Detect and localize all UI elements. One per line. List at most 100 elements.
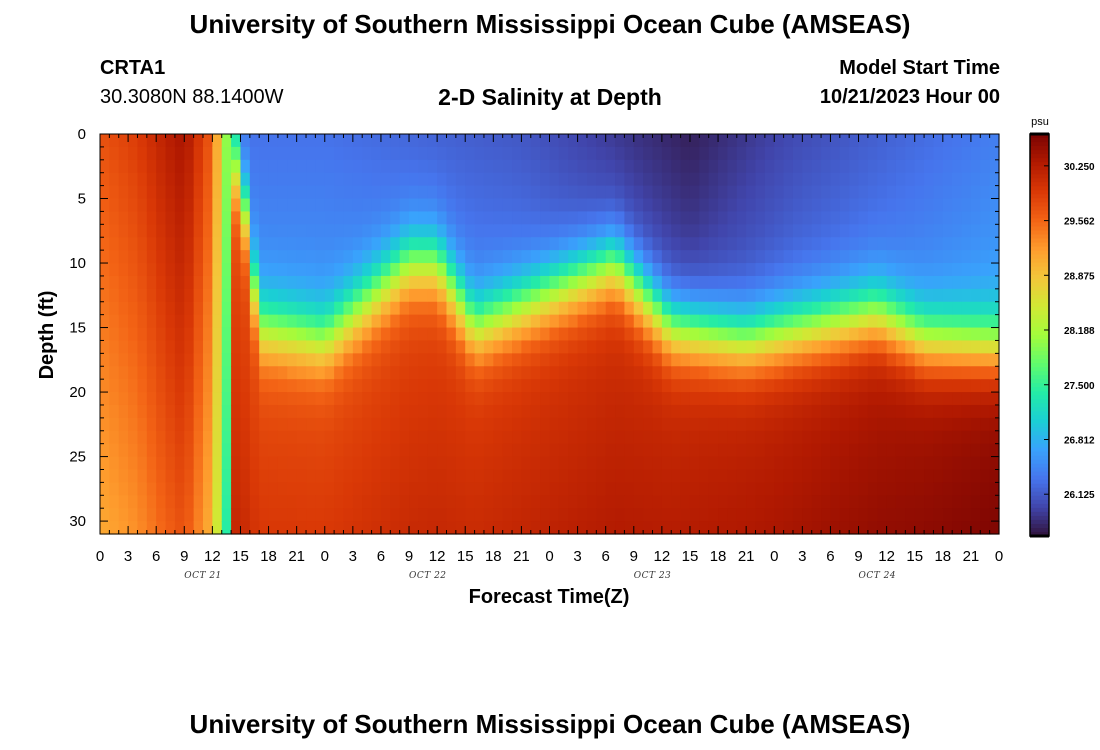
heatmap-cell <box>306 211 316 225</box>
heatmap-cell <box>156 379 167 393</box>
heatmap-cell <box>174 521 185 535</box>
heatmap-cell <box>287 301 298 316</box>
heatmap-cell <box>624 237 635 251</box>
heatmap-cell <box>184 275 195 290</box>
heatmap-cell <box>118 456 129 471</box>
heatmap-cell <box>502 340 513 354</box>
heatmap-cell <box>193 275 204 290</box>
heatmap-cell <box>727 379 738 393</box>
heatmap-cell <box>839 263 850 277</box>
heatmap-cell <box>774 288 785 303</box>
heatmap-cell <box>755 198 766 213</box>
heatmap-cell <box>821 392 832 406</box>
heatmap-cell <box>746 250 757 264</box>
heatmap-cell <box>924 275 935 290</box>
heatmap-cell <box>886 237 897 251</box>
heatmap-cell <box>118 288 129 303</box>
heatmap-cell <box>128 250 139 264</box>
heatmap-cell <box>970 482 981 496</box>
heatmap-cell <box>783 379 794 393</box>
heatmap-cell <box>390 353 401 367</box>
heatmap-cell <box>830 172 841 187</box>
heatmap-cell <box>409 495 419 509</box>
heatmap-cell <box>306 172 316 187</box>
colorbar-label: 26.125 <box>1064 490 1095 501</box>
heatmap-cell <box>455 443 466 458</box>
heatmap-cell <box>512 288 522 303</box>
heatmap-cell <box>231 301 242 316</box>
heatmap-cell <box>624 379 635 393</box>
heatmap-cell <box>549 340 560 354</box>
heatmap-cell <box>652 417 663 432</box>
heatmap-cell <box>877 366 888 380</box>
heatmap-cell <box>577 430 588 445</box>
heatmap-cell <box>483 508 494 522</box>
heatmap-cell <box>764 366 775 380</box>
heatmap-cell <box>231 288 242 303</box>
heatmap-cell <box>100 508 110 522</box>
heatmap-cell <box>924 263 935 277</box>
heatmap-cell <box>203 134 213 148</box>
heatmap-cell <box>277 340 288 354</box>
heatmap-cell <box>895 327 906 342</box>
heatmap-cell <box>418 443 429 458</box>
heatmap-cell <box>849 237 860 251</box>
colorbar-segment <box>1030 134 1049 139</box>
heatmap-cell <box>249 327 260 342</box>
heatmap-cell <box>100 340 110 354</box>
heatmap-cell <box>193 404 204 419</box>
heatmap-cell <box>736 301 747 316</box>
heatmap-cell <box>100 172 110 187</box>
heatmap-cell <box>540 134 551 148</box>
heatmap-cell <box>240 211 251 225</box>
heatmap-cell <box>390 172 401 187</box>
heatmap-cell <box>605 353 616 367</box>
heatmap-cell <box>727 417 738 432</box>
heatmap-cell <box>895 146 906 161</box>
heatmap-cell <box>839 404 850 419</box>
model-start-label: Model Start Time <box>839 57 1000 79</box>
heatmap-cell <box>708 456 719 471</box>
heatmap-cell <box>727 521 738 535</box>
heatmap-cell <box>783 327 794 342</box>
heatmap-cell <box>952 392 963 406</box>
heatmap-cell <box>736 482 747 496</box>
heatmap-cell <box>671 508 682 522</box>
heatmap-cell <box>100 211 110 225</box>
heatmap-cell <box>371 288 382 303</box>
heatmap-cell <box>296 275 307 290</box>
heatmap-cell <box>849 211 860 225</box>
heatmap-cell <box>727 288 738 303</box>
heatmap-cell <box>549 134 560 148</box>
heatmap-cell <box>184 185 195 200</box>
heatmap-cell <box>137 301 148 316</box>
heatmap-cell <box>352 417 363 432</box>
heatmap-cell <box>502 224 513 238</box>
heatmap-cell <box>624 159 635 174</box>
heatmap-cell <box>146 508 157 522</box>
colorbar-segment <box>1030 391 1049 396</box>
heatmap-cell <box>296 224 307 238</box>
heatmap-cell <box>558 134 569 148</box>
heatmap-cell <box>380 185 391 200</box>
heatmap-cell <box>970 469 981 483</box>
heatmap-cell <box>128 237 139 251</box>
heatmap-cell <box>746 146 757 161</box>
heatmap-cell <box>399 417 410 432</box>
heatmap-cell <box>980 159 991 174</box>
heatmap-cell <box>268 456 279 471</box>
heatmap-cell <box>315 443 326 458</box>
heatmap-cell <box>371 263 382 277</box>
heatmap-cell <box>746 482 757 496</box>
heatmap-cell <box>118 314 129 329</box>
heatmap-cell <box>128 404 139 419</box>
heatmap-cell <box>970 237 981 251</box>
heatmap-cell <box>596 430 607 445</box>
y-tick-label: 10 <box>69 255 86 272</box>
heatmap-cell <box>306 185 316 200</box>
heatmap-cell <box>193 198 204 213</box>
heatmap-cell <box>465 237 476 251</box>
heatmap-cell <box>109 327 120 342</box>
heatmap-cell <box>699 185 710 200</box>
heatmap-cell <box>727 314 738 329</box>
